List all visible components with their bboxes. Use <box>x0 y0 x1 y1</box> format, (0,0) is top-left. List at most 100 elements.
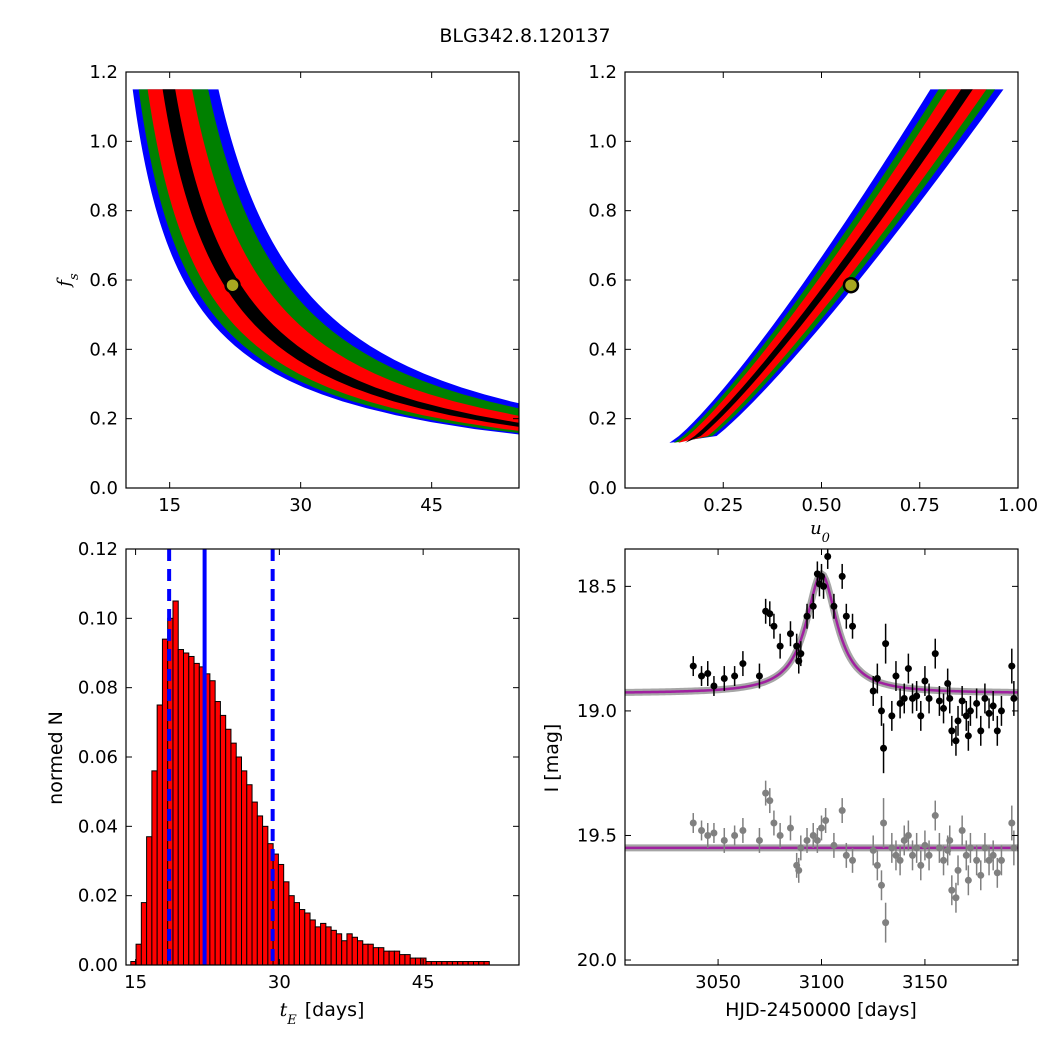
histogram-bar <box>367 943 374 966</box>
axes-frame <box>624 548 1019 966</box>
residual-point <box>892 851 900 859</box>
y-tick-label: 19.0 <box>577 701 617 722</box>
residual-point <box>925 851 933 859</box>
residual-point <box>795 866 803 874</box>
y-tick-label: 1.2 <box>89 62 118 83</box>
x-tick-label: 15 <box>158 495 181 516</box>
histogram-bar <box>183 652 190 966</box>
residual-point <box>921 841 929 849</box>
residual-point <box>958 826 966 834</box>
data-point <box>900 694 908 702</box>
data-point <box>731 672 739 680</box>
data-point <box>921 677 929 685</box>
y-tick-label: 0.10 <box>78 608 118 629</box>
tE-histogram-panel: 15 30 45 0.00 0.02 0.04 0.06 0.08 0.10 0.12 norme… <box>45 539 520 1028</box>
x-tick-label: 15 <box>124 972 147 993</box>
x-tick-label: 1.00 <box>998 495 1038 516</box>
data-point <box>917 712 925 720</box>
histogram-bar <box>283 881 290 966</box>
residual-point <box>869 846 877 854</box>
data-point <box>954 717 962 725</box>
histogram-bar <box>251 801 258 966</box>
residual-point <box>966 844 974 852</box>
histogram-bar <box>140 902 148 966</box>
residual-point <box>766 797 774 805</box>
data-point <box>873 675 881 683</box>
y-tick-label: 0.8 <box>588 201 617 222</box>
data-point <box>904 665 912 673</box>
histogram-bar <box>309 919 316 966</box>
histogram-bar <box>225 728 232 966</box>
data-point <box>948 727 956 735</box>
model-band <box>625 569 1018 696</box>
data-point <box>973 699 981 707</box>
residual-point <box>1008 819 1016 827</box>
lightcurve-plot <box>625 549 1018 943</box>
data-point <box>892 672 900 680</box>
residual-point <box>880 819 888 827</box>
histogram-bar <box>262 825 269 966</box>
histogram-bar <box>346 933 353 966</box>
data-point <box>946 694 954 702</box>
data-point <box>977 727 985 735</box>
histogram-bar <box>230 742 237 966</box>
histogram-bar <box>288 895 295 966</box>
histogram-bar <box>156 704 163 966</box>
data-point <box>766 610 774 618</box>
data-point <box>793 642 801 650</box>
residual-point <box>913 844 921 852</box>
residual-point <box>940 856 948 864</box>
residual-point <box>977 871 985 879</box>
residual-point <box>877 881 885 889</box>
y-tick-label: 20.0 <box>577 950 617 971</box>
residual-point <box>803 836 811 844</box>
residual-point <box>755 836 763 844</box>
residual-point <box>993 869 1001 877</box>
y-tick-label: 0.6 <box>89 270 118 291</box>
data-point <box>786 630 794 638</box>
residual-point <box>962 851 970 859</box>
y-tick-label: 0.08 <box>78 678 118 699</box>
data-point <box>931 650 939 658</box>
residual-point <box>849 856 857 864</box>
histogram-bar <box>172 600 179 966</box>
residual-point <box>762 789 770 797</box>
residual-point <box>954 866 962 874</box>
histogram-bar <box>399 954 406 966</box>
data-point <box>824 552 832 560</box>
residual-point <box>873 861 881 869</box>
residual-point <box>900 836 908 844</box>
data-point <box>952 737 960 745</box>
histogram-bar <box>341 940 348 966</box>
data-point <box>985 709 993 717</box>
y-tick-label: 0.00 <box>78 955 118 976</box>
data-point <box>698 672 706 680</box>
residual-point <box>931 812 939 820</box>
data-point <box>776 642 784 650</box>
histogram-bar <box>298 909 306 966</box>
residual-point <box>948 886 956 894</box>
y-tick-label: 0.6 <box>588 270 617 291</box>
data-point <box>935 697 943 705</box>
histogram-bar <box>362 943 369 966</box>
residual-point <box>952 894 960 902</box>
fs-vs-tE-panel: 15 30 45 0.0 0.2 0.4 0.6 0.8 1.0 1.2 fs <box>54 62 520 516</box>
y-tick-label: 18.5 <box>577 576 617 597</box>
histogram-bar <box>246 784 253 966</box>
histogram-bar <box>388 950 395 966</box>
histogram-bar <box>177 649 185 966</box>
residual-point <box>797 844 805 852</box>
histogram-bar <box>372 947 380 966</box>
residual-point <box>830 841 838 849</box>
histogram-bar <box>214 701 221 966</box>
histogram-bar <box>151 770 158 966</box>
x-tick-label: 45 <box>420 495 443 516</box>
best-region <box>684 89 973 443</box>
tE-axis-label: tE [days] <box>280 999 365 1028</box>
residual-point <box>997 856 1005 864</box>
histogram-bar <box>414 957 422 966</box>
y-tick-label: 0.06 <box>78 747 118 768</box>
histogram-bar <box>219 714 227 966</box>
data-point <box>770 622 778 630</box>
